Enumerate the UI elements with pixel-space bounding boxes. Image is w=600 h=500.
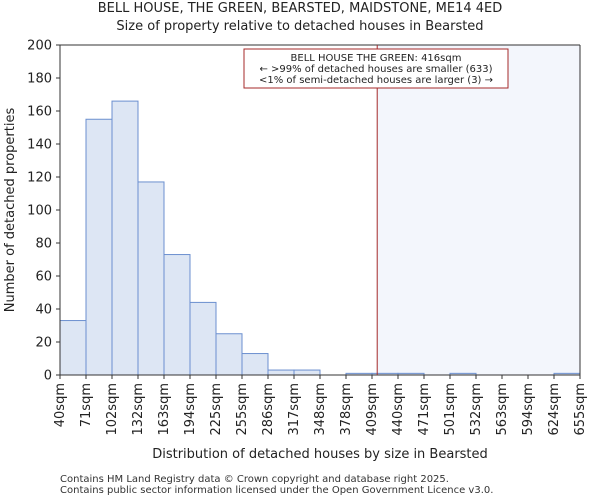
x-tick-label-132sqm: 132sqm: [131, 383, 146, 436]
bar-255sqm: [241, 353, 269, 376]
x-tick-label-501sqm: 501sqm: [443, 383, 458, 436]
y-tick-label-100: 100: [27, 204, 52, 219]
x-tick-label-440sqm: 440sqm: [391, 383, 406, 436]
x-tick-label-255sqm: 255sqm: [235, 383, 250, 436]
annotation-line-3: <1% of semi-detached houses are larger (…: [259, 75, 493, 86]
y-tick-label-200: 200: [27, 39, 52, 54]
y-tick-label-80: 80: [35, 237, 52, 252]
y-tick-label-0: 0: [44, 369, 52, 384]
x-tick-label-102sqm: 102sqm: [105, 383, 120, 436]
x-tick-label-194sqm: 194sqm: [183, 383, 198, 436]
highlight-region: [377, 45, 580, 375]
chart-title-line2: Size of property relative to detached ho…: [116, 19, 484, 34]
x-tick-label-655sqm: 655sqm: [573, 383, 588, 436]
x-tick-label-563sqm: 563sqm: [495, 383, 510, 436]
bar-163sqm: [163, 254, 191, 376]
footer-line1: Contains HM Land Registry data © Crown c…: [60, 474, 449, 485]
x-tick-label-71sqm: 71sqm: [79, 383, 94, 427]
bar-71sqm: [85, 118, 113, 376]
annotation-line-1: BELL HOUSE THE GREEN: 416sqm: [291, 53, 462, 64]
annotation-line-2: ← >99% of detached houses are smaller (6…: [259, 64, 492, 75]
bar-132sqm: [137, 181, 165, 376]
bar-194sqm: [189, 301, 217, 376]
x-tick-label-378sqm: 378sqm: [339, 383, 354, 436]
x-tick-label-286sqm: 286sqm: [261, 383, 276, 436]
y-tick-label-160: 160: [27, 105, 52, 120]
x-tick-label-471sqm: 471sqm: [417, 383, 432, 436]
y-tick-label-120: 120: [27, 171, 52, 186]
y-tick-label-180: 180: [27, 72, 52, 87]
x-axis-title: Distribution of detached houses by size …: [152, 447, 488, 462]
chart-title-line1: BELL HOUSE, THE GREEN, BEARSTED, MAIDSTO…: [97, 1, 503, 16]
y-tick-label-60: 60: [35, 270, 52, 285]
footer-line2: Contains public sector information licen…: [60, 485, 494, 496]
annotation-box: [243, 48, 509, 89]
bar-40sqm: [59, 320, 87, 376]
x-tick-label-624sqm: 624sqm: [547, 383, 562, 436]
x-tick-label-348sqm: 348sqm: [313, 383, 328, 436]
y-tick-label-140: 140: [27, 138, 52, 153]
x-tick-label-317sqm: 317sqm: [287, 383, 302, 436]
y-tick-label-20: 20: [35, 336, 52, 351]
bar-102sqm: [111, 100, 139, 376]
bar-225sqm: [215, 333, 243, 376]
y-tick-label-40: 40: [35, 303, 52, 318]
x-tick-label-532sqm: 532sqm: [469, 383, 484, 436]
x-tick-label-163sqm: 163sqm: [157, 383, 172, 436]
bar-286sqm: [267, 369, 295, 376]
y-axis-title: Number of detached properties: [3, 108, 18, 313]
x-tick-label-225sqm: 225sqm: [209, 383, 224, 436]
x-tick-label-40sqm: 40sqm: [53, 383, 68, 427]
x-tick-label-409sqm: 409sqm: [365, 383, 380, 436]
bar-317sqm: [293, 369, 321, 376]
x-tick-label-594sqm: 594sqm: [521, 383, 536, 436]
